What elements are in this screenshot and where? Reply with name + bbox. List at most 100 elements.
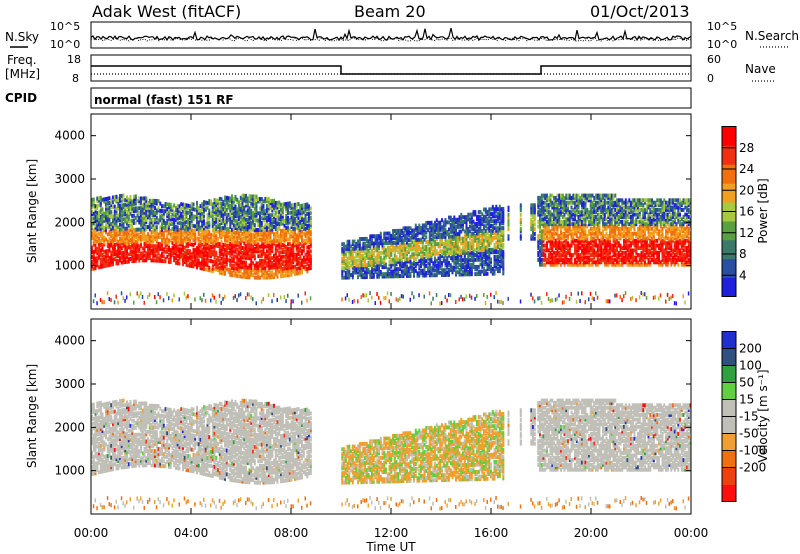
power-cell xyxy=(276,217,279,222)
power-cell xyxy=(406,252,408,257)
power-cell xyxy=(98,196,100,201)
power-cell xyxy=(117,230,120,235)
power-cell xyxy=(112,228,114,233)
power-cell xyxy=(360,237,363,241)
power-cell xyxy=(428,266,431,271)
power-cell xyxy=(262,275,265,280)
power-cell xyxy=(530,208,533,213)
power-cell xyxy=(108,222,111,227)
power-cell xyxy=(134,196,137,201)
power-cell xyxy=(341,247,344,252)
power-cell xyxy=(131,256,134,261)
power-cell xyxy=(126,228,128,233)
power-cell xyxy=(99,238,102,243)
power-cell xyxy=(236,214,239,219)
power-cell xyxy=(222,259,225,264)
power-cell xyxy=(206,222,209,227)
power-cell xyxy=(143,203,146,208)
power-cell xyxy=(465,229,468,234)
power-cell xyxy=(283,218,286,223)
power-cell xyxy=(439,249,442,254)
power-cell xyxy=(488,267,491,271)
power-cell xyxy=(539,296,541,301)
power-cell xyxy=(308,266,310,271)
power-cell xyxy=(563,300,565,305)
power-cell xyxy=(180,214,183,219)
power-cell xyxy=(225,243,228,248)
power-cell xyxy=(243,260,246,265)
power-cell xyxy=(294,209,296,214)
power-cell xyxy=(239,243,242,248)
power-cell xyxy=(94,216,97,221)
power-cell xyxy=(549,250,552,255)
power-cell xyxy=(397,274,400,279)
power-cell xyxy=(295,247,298,252)
power-cell xyxy=(96,227,99,232)
power-cell xyxy=(246,229,249,234)
power-cell xyxy=(546,260,548,265)
power-cell xyxy=(292,246,295,250)
power-cell xyxy=(423,247,426,252)
power-cell xyxy=(187,256,190,261)
power-cell xyxy=(136,208,139,213)
power-cell xyxy=(278,253,281,257)
power-cell xyxy=(406,271,408,276)
power-cell xyxy=(220,201,223,206)
power-cell xyxy=(425,271,428,275)
power-cell xyxy=(442,220,445,225)
power-cell xyxy=(215,267,218,272)
power-cell xyxy=(420,249,422,254)
power-cell xyxy=(155,232,158,237)
power-cell xyxy=(271,206,274,211)
power-cell xyxy=(351,275,354,280)
power-cell xyxy=(208,201,211,206)
power-cell xyxy=(369,236,372,241)
power-cell xyxy=(173,246,176,251)
power-cell xyxy=(341,261,344,266)
power-cell xyxy=(239,207,242,212)
power-cell xyxy=(369,270,372,275)
power-cell xyxy=(428,235,431,240)
power-cell xyxy=(418,293,420,298)
power-cell xyxy=(470,243,473,248)
power-cell xyxy=(138,246,141,251)
power-cell xyxy=(502,228,505,233)
power-cell xyxy=(301,206,303,211)
power-cell xyxy=(106,220,109,225)
power-cell xyxy=(239,222,242,226)
power-cell xyxy=(539,229,541,234)
power-cell xyxy=(127,238,130,243)
power-cell xyxy=(406,238,408,243)
power-cell xyxy=(355,258,358,263)
power-cell xyxy=(371,248,373,253)
power-cell xyxy=(171,231,174,236)
power-cell xyxy=(421,252,424,257)
power-cell xyxy=(477,241,480,245)
power-cell xyxy=(285,244,288,249)
power-cell xyxy=(238,200,240,205)
power-cell xyxy=(190,233,193,238)
power-cell xyxy=(266,218,268,223)
power-cell xyxy=(91,233,93,238)
power-cell xyxy=(477,217,480,222)
power-cell xyxy=(441,253,443,258)
power-cell xyxy=(432,251,435,256)
power-cell xyxy=(131,209,134,214)
power-cell xyxy=(185,212,188,217)
power-cell xyxy=(297,247,300,252)
power-cell xyxy=(210,244,212,249)
power-cell xyxy=(540,229,543,234)
power-cell xyxy=(458,220,461,225)
power-cell xyxy=(185,205,188,210)
power-cell xyxy=(421,249,424,254)
power-cell xyxy=(217,198,219,203)
power-cell xyxy=(101,262,104,267)
power-cell xyxy=(271,263,274,268)
power-cell xyxy=(94,225,97,230)
power-cell xyxy=(273,293,275,297)
power-cell xyxy=(211,223,214,228)
power-cell xyxy=(96,206,99,211)
power-cell xyxy=(474,253,477,257)
power-cell xyxy=(96,256,99,261)
power-cell xyxy=(122,222,125,227)
